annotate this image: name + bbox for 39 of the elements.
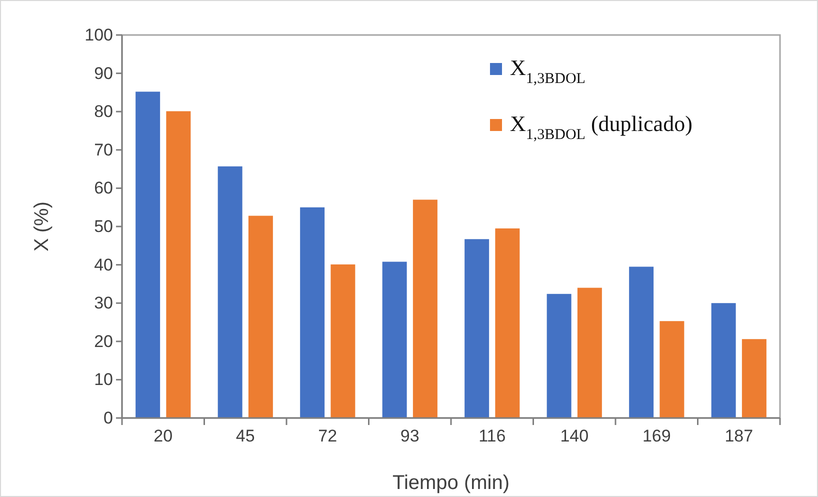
y-tick-label: 50 — [94, 216, 113, 236]
bar — [218, 166, 242, 418]
y-tick-label: 10 — [94, 370, 113, 390]
bar — [742, 339, 766, 418]
bar — [629, 266, 654, 418]
bar — [495, 228, 520, 418]
x-tick-label: 93 — [400, 426, 420, 446]
bar — [577, 288, 602, 418]
legend-label: X$_{1,3BDOL}$ (duplicado) — [510, 111, 692, 143]
y-tick-label: 100 — [84, 25, 113, 44]
bar — [300, 207, 325, 418]
y-tick-label: 0 — [104, 408, 113, 428]
x-tick-label: 20 — [154, 426, 173, 446]
y-tick-label: 90 — [94, 64, 113, 83]
y-tick-label: 20 — [94, 332, 113, 351]
bar — [412, 200, 438, 418]
bar — [464, 239, 490, 418]
x-tick-label: 187 — [724, 426, 754, 446]
x-tick-label: 169 — [642, 426, 671, 446]
y-tick-label: 60 — [94, 178, 113, 198]
bar — [248, 216, 273, 418]
bar — [711, 303, 736, 418]
y-tick-label: 70 — [94, 140, 113, 160]
x-tick-label: 45 — [236, 426, 255, 446]
y-axis-title: X (%) — [31, 202, 53, 252]
x-tick-label: 72 — [318, 426, 338, 446]
bar — [166, 111, 191, 418]
x-tick-label: 116 — [478, 426, 506, 446]
bar — [330, 264, 356, 418]
x-axis-title: Tiempo (min) — [392, 472, 510, 494]
y-tick-label: 80 — [94, 102, 113, 122]
bar — [382, 262, 407, 418]
bar — [660, 321, 684, 418]
x-tick-label: 140 — [560, 426, 589, 446]
y-tick-label: 30 — [94, 294, 113, 313]
legend-label: X$_{1,3BDOL}$ — [510, 55, 586, 87]
y-tick-label: 40 — [94, 255, 113, 274]
bar — [546, 294, 572, 418]
bar — [136, 92, 160, 418]
